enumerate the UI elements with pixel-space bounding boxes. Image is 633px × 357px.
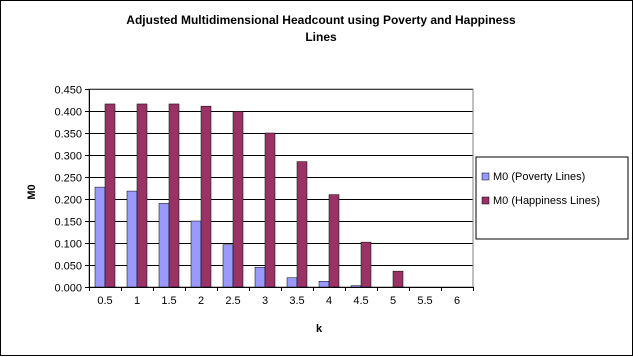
chart-title-line-2: Lines (305, 30, 337, 44)
bar-happiness (264, 132, 276, 288)
bar-happiness (360, 241, 372, 288)
bar-happiness (296, 161, 308, 288)
legend-swatch-happiness (481, 196, 490, 205)
bar-happiness (392, 270, 404, 288)
bar-happiness (200, 105, 212, 288)
x-tick-label: 2 (198, 295, 204, 307)
bar-poverty (254, 266, 266, 288)
x-tick-label: 4 (326, 295, 332, 307)
bar-happiness (136, 103, 148, 288)
y-tick-label: 0.150 (54, 217, 82, 229)
x-tick-label: 3.5 (289, 295, 304, 307)
bar-poverty (126, 190, 138, 288)
x-tick-label: 1.5 (161, 295, 176, 307)
bar-poverty (318, 281, 330, 288)
y-tick-label: 0.200 (54, 195, 82, 207)
x-tick-label: 4.5 (353, 295, 368, 307)
chart-title: Adjusted Multidimensional Headcount usin… (126, 13, 516, 27)
x-tick-label: 6 (454, 295, 460, 307)
bars (94, 103, 404, 288)
y-tick-label: 0.300 (54, 151, 82, 163)
legend-swatch-poverty (481, 172, 490, 181)
axes (85, 89, 474, 291)
bar-happiness (232, 111, 244, 288)
x-tick-label: 3 (262, 295, 268, 307)
y-tick-label: 0.350 (54, 129, 82, 141)
x-tick-label: 1 (134, 295, 140, 307)
legend-box (475, 156, 629, 240)
y-tick-label: 0.450 (54, 85, 82, 97)
bar-poverty (286, 277, 298, 288)
legend-label-happiness: M0 (Happiness Lines) (493, 195, 600, 207)
bar-happiness (104, 103, 116, 288)
bar-happiness (328, 194, 340, 288)
legend: M0 (Poverty Lines) M0 (Happiness Lines) (475, 156, 629, 240)
x-tick-label: 5.5 (417, 295, 432, 307)
tick-labels: 0.000 0.050 0.100 0.150 0.200 0.250 0.300 0.350… (54, 85, 460, 308)
bar-poverty (350, 285, 362, 288)
bar-poverty (190, 220, 202, 288)
bar-poverty (158, 203, 170, 288)
bar-poverty (94, 186, 106, 288)
x-tick-label: 0.5 (97, 295, 112, 307)
bar-happiness (168, 103, 180, 288)
y-tick-label: 0.000 (54, 283, 82, 295)
legend-label-poverty: M0 (Poverty Lines) (493, 171, 585, 183)
y-tick-label: 0.100 (54, 239, 82, 251)
bar-poverty (222, 244, 234, 288)
x-axis-label: k (316, 323, 323, 335)
y-tick-label: 0.250 (54, 173, 82, 185)
y-tick-label: 0.400 (54, 107, 82, 119)
x-tick-label: 5 (390, 295, 396, 307)
y-axis-label: M0 (26, 184, 38, 199)
y-tick-label: 0.050 (54, 261, 82, 273)
x-tick-label: 2.5 (225, 295, 240, 307)
